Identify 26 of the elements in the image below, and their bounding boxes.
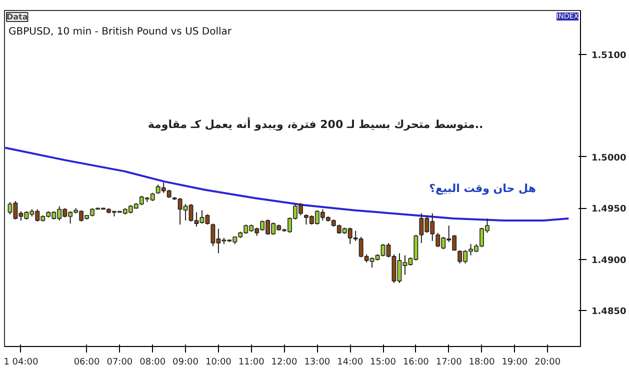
- x-tick-label: 15:00: [370, 358, 396, 368]
- y-tick-label: 1.4900: [592, 256, 626, 266]
- x-tick-label: 14:00: [337, 358, 364, 368]
- x-tick-label: 16:00: [402, 358, 430, 368]
- x-tick-label: 06:00: [74, 358, 100, 368]
- x-tick-label: 18:00: [468, 358, 495, 368]
- x-tick-label: 1 04:00: [4, 358, 38, 368]
- y-tick-label: 1.5100: [592, 51, 626, 62]
- y-tick-label: 1.5000: [592, 153, 626, 164]
- x-tick-label: 20:00: [534, 358, 561, 368]
- y-tick-label: 1.4950: [592, 204, 626, 215]
- x-tick-label: 17:00: [436, 358, 462, 368]
- annotation: هل حان وقت البيع؟: [429, 182, 536, 196]
- x-tick-label: 08:00: [140, 358, 166, 368]
- annotation: Data: [6, 12, 28, 22]
- x-tick-label: 12:00: [271, 358, 298, 368]
- x-tick-label: 11:00: [238, 358, 265, 368]
- annotation: متوسط متحرك بسيط لـ 200 فترة، ويبدو أنه يعمل كـ مقاومة..: [148, 117, 484, 132]
- line-series: [4, 146, 570, 222]
- x-tick-label: 19:00: [502, 358, 528, 368]
- x-tick-label: 07:00: [106, 358, 133, 368]
- x-tick-label: 13:00: [304, 358, 330, 368]
- x-tick-label: 09:00: [172, 358, 199, 368]
- x-tick-label: 10:00: [205, 358, 232, 368]
- text: GBPUSD, 10 min - British Pound vs US Dollar: [8, 26, 232, 38]
- y-tick-label: 1.4850: [592, 307, 626, 318]
